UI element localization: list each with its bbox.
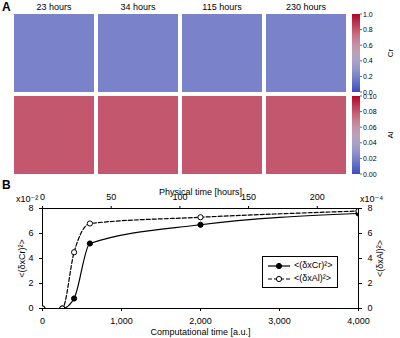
svg-text:8: 8 xyxy=(368,203,373,213)
svg-text:4: 4 xyxy=(28,253,33,263)
svg-text:0.00: 0.00 xyxy=(363,171,377,178)
svg-text:0: 0 xyxy=(40,192,45,202)
svg-text:230 hours: 230 hours xyxy=(286,2,327,12)
svg-text:<(δxAl)²>: <(δxAl)²> xyxy=(375,240,385,277)
svg-text:8: 8 xyxy=(28,203,33,213)
svg-text:150: 150 xyxy=(241,192,256,202)
svg-text:2: 2 xyxy=(28,278,33,288)
svg-text:A: A xyxy=(2,0,11,14)
svg-text:1.0: 1.0 xyxy=(363,11,373,18)
svg-text:6: 6 xyxy=(28,228,33,238)
svg-text:1,000: 1,000 xyxy=(110,316,133,326)
html-text:B: B xyxy=(2,178,11,192)
svg-text:Computational time [a.u.]: Computational time [a.u.] xyxy=(150,327,250,337)
svg-text:0.06: 0.06 xyxy=(363,124,377,131)
svg-text:4: 4 xyxy=(368,253,373,263)
html-text:x10⁻²: x10⁻² xyxy=(16,194,39,204)
svg-text:0: 0 xyxy=(368,303,373,313)
svg-text:23 hours: 23 hours xyxy=(36,2,72,12)
svg-text:0: 0 xyxy=(40,316,45,326)
svg-text:0.4: 0.4 xyxy=(363,57,373,64)
svg-text:0.10: 0.10 xyxy=(363,93,377,100)
svg-text:115 hours: 115 hours xyxy=(202,2,242,12)
svg-text:4,000: 4,000 xyxy=(347,316,370,326)
svg-text:Physical time [hours]: Physical time [hours] xyxy=(159,187,242,197)
svg-text:50: 50 xyxy=(106,192,116,202)
html-text:x10⁻⁴: x10⁻⁴ xyxy=(360,194,384,204)
svg-text:3,000: 3,000 xyxy=(268,316,291,326)
svg-text:0: 0 xyxy=(28,303,33,313)
html-text:<(δxAl)²>: <(δxAl)²> xyxy=(294,273,331,283)
svg-text:0.8: 0.8 xyxy=(363,26,373,33)
html-text:<(δxCr)²>: <(δxCr)²> xyxy=(294,260,333,270)
svg-text:34 hours: 34 hours xyxy=(120,2,156,12)
svg-text:<(δxCr)²>: <(δxCr)²> xyxy=(17,239,27,278)
svg-text:2,000: 2,000 xyxy=(189,316,212,326)
svg-text:Al: Al xyxy=(386,131,395,138)
svg-text:Cr: Cr xyxy=(386,48,395,57)
svg-text:2: 2 xyxy=(368,278,373,288)
svg-text:0.2: 0.2 xyxy=(363,73,373,80)
svg-text:200: 200 xyxy=(310,192,325,202)
svg-text:0.6: 0.6 xyxy=(363,42,373,49)
svg-text:0.08: 0.08 xyxy=(363,108,377,115)
svg-text:0.02: 0.02 xyxy=(363,155,377,162)
svg-text:6: 6 xyxy=(368,228,373,238)
svg-text:0.04: 0.04 xyxy=(363,139,377,146)
